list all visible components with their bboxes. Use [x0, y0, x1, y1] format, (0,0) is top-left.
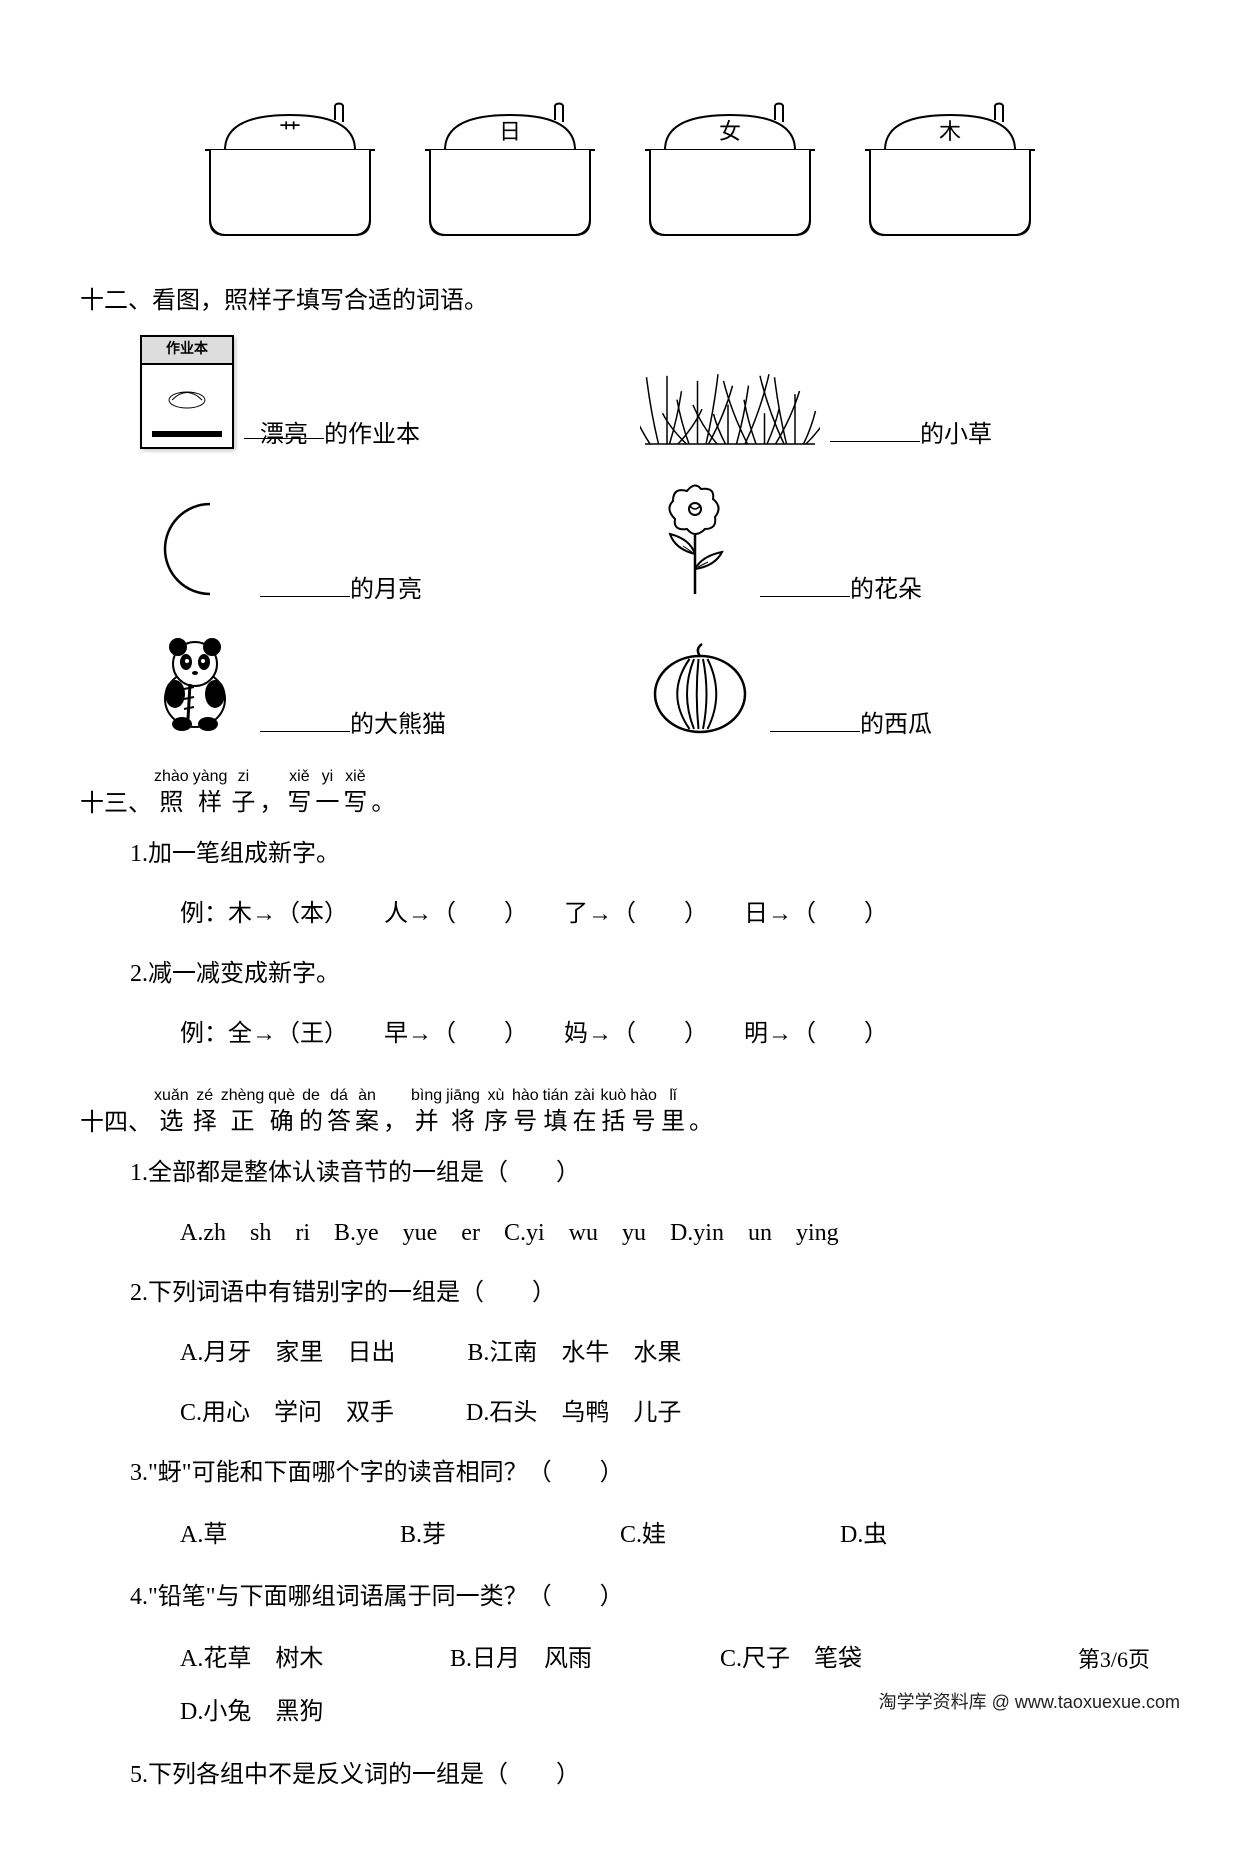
q13-sub2-title: 2.减一减变成新字。 [130, 950, 1160, 998]
ruby-char: xiě写 [343, 769, 367, 818]
ruby-char: zhèng正 [221, 1088, 265, 1137]
option: A.花草 树木 [180, 1633, 410, 1686]
caption: 漂亮的作业本 [244, 414, 420, 449]
ruby-char: xuǎn选 [154, 1088, 189, 1137]
options-line: A.月牙 家里 日出 B.江南 水牛 水果 [180, 1329, 1160, 1377]
q13-sub2-line: 例：全→（王） 早→（ ） 妈→（ ） 明→（ ） [180, 1010, 1160, 1058]
question-text: 1.全部都是整体认读音节的一组是（ ） [130, 1149, 1160, 1197]
worksheet-page: 艹 日 女 木 十二、看图，照样子填写合适的词语。 [0, 0, 1240, 1871]
caption: 的小草 [830, 414, 992, 449]
options-line: A.zh sh ri B.ye yue er C.yi wu yu D.yin … [180, 1209, 1160, 1257]
ruby-char: àn案 [355, 1088, 379, 1137]
house-box: 木 [855, 100, 1045, 240]
footer-credit: 淘学学资料库 @ www.taoxuexue.com [879, 1688, 1180, 1714]
options-line: C.用心 学问 双手 D.石头 乌鸭 儿子 [180, 1389, 1160, 1437]
house-box: 日 [415, 100, 605, 240]
ruby-char: lǐ里 [661, 1088, 685, 1137]
ruby-char: hào号 [630, 1088, 657, 1137]
ruby-char: jiāng将 [446, 1088, 480, 1137]
fill-blank[interactable] [760, 572, 850, 597]
caption: 的月亮 [260, 569, 422, 604]
q12-row: 作业本 漂亮的作业本 的小草 [140, 335, 1160, 449]
ruby-char: 。 [689, 1088, 713, 1137]
ruby-char: xù序 [484, 1088, 508, 1137]
q13-sub1-title: 1.加一笔组成新字。 [130, 830, 1160, 878]
question-text: 5.下列各组中不是反义词的一组是（ ） [130, 1751, 1160, 1799]
section-number: 十四、 [80, 1102, 152, 1137]
q12-grid: 作业本 漂亮的作业本 的小草 的月亮 的花朵 [140, 335, 1160, 739]
page-number: 第3/6页 [1078, 1642, 1150, 1674]
ruby-char: zé择 [193, 1088, 217, 1137]
ruby-char: zi子 [231, 769, 255, 818]
ruby-char: zhào照 [154, 769, 189, 818]
ruby-char: què确 [268, 1088, 295, 1137]
ruby-char: tián填 [543, 1088, 569, 1137]
notebook-icon: 作业本 [140, 335, 234, 449]
question-text: 4."铅笔"与下面哪组词语属于同一类？（ ） [130, 1573, 1160, 1621]
q14-title: 十四、xuǎn选zé择zhèng正què确de的dá答àn案 ，bìng并jiā… [80, 1088, 1160, 1137]
q12-row: 的月亮 的花朵 [140, 474, 1160, 604]
houses-row: 艹 日 女 木 [80, 100, 1160, 240]
fill-blank[interactable] [770, 707, 860, 732]
ruby-char: hào号 [512, 1088, 539, 1137]
ruby-char: dá答 [327, 1088, 351, 1137]
fill-blank[interactable] [260, 572, 350, 597]
fill-blank[interactable] [830, 417, 920, 442]
house-box: 女 [635, 100, 825, 240]
option: B.日月 风雨 [450, 1633, 680, 1686]
option: D.虫 [840, 1509, 960, 1562]
ruby-char: de的 [299, 1088, 323, 1137]
options-line: A.草 B.芽 C.娃 D.虫 [180, 1509, 1160, 1562]
q13-sub1-line: 例：木→（本） 人→（ ） 了→（ ） 日→（ ） [180, 890, 1160, 938]
ruby-char: kuò括 [600, 1088, 626, 1137]
option: A.草 [180, 1509, 360, 1562]
fill-blank[interactable] [260, 707, 350, 732]
panda-icon [140, 629, 250, 739]
ruby-char: zài在 [572, 1088, 596, 1137]
option: C.娃 [620, 1509, 800, 1562]
ruby-char: xiě写 [287, 769, 311, 818]
section-number: 十三、 [80, 783, 152, 818]
watermelon-icon [640, 639, 760, 739]
moon-icon [140, 494, 250, 604]
house-box: 艹 [195, 100, 385, 240]
options-line: A.花草 树木 B.日月 风雨 C.尺子 笔袋 D.小兔 黑狗 [180, 1633, 1160, 1739]
flower-icon [640, 474, 750, 604]
ruby-char: yi一 [315, 769, 339, 818]
caption: 的大熊猫 [260, 704, 446, 739]
option: B.芽 [400, 1509, 580, 1562]
option: D.小兔 黑狗 [180, 1686, 360, 1739]
question-text: 3."蚜"可能和下面哪个字的读音相同？（ ） [130, 1449, 1160, 1497]
q12-row: 的大熊猫 的西瓜 [140, 629, 1160, 739]
ruby-char: yàng样 [193, 769, 228, 818]
ruby-char: ， [383, 1088, 407, 1137]
q12-title: 十二、看图，照样子填写合适的词语。 [80, 280, 1160, 315]
option: C.尺子 笔袋 [720, 1633, 950, 1686]
grass-icon [640, 359, 820, 449]
ruby-char: ， [259, 769, 283, 818]
caption: 的花朵 [760, 569, 922, 604]
question-text: 2.下列词语中有错别字的一组是（ ） [130, 1269, 1160, 1317]
ruby-char: bìng并 [411, 1088, 442, 1137]
caption: 的西瓜 [770, 704, 932, 739]
q13-title: 十三、zhào照yàng样zi子 ，xiě写yi一xiě写 。 [80, 769, 1160, 818]
ruby-char: 。 [371, 769, 395, 818]
